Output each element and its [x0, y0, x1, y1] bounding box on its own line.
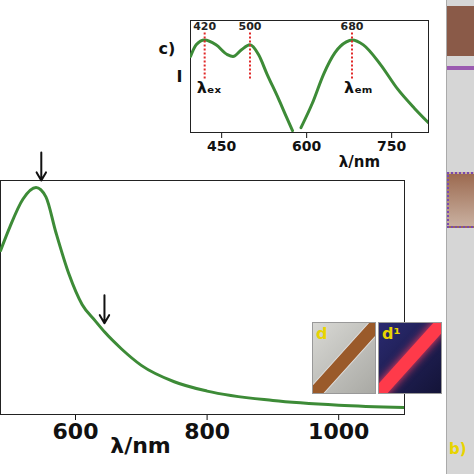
svg-text:420: 420	[193, 20, 216, 33]
html-text:d¹: d¹	[382, 324, 401, 343]
svg-text:λ/nm: λ/nm	[339, 153, 380, 171]
svg-text:λ/nm: λ/nm	[110, 433, 171, 458]
html-text:b): b)	[449, 440, 467, 458]
svg-text:600: 600	[53, 419, 99, 444]
svg-text:c): c)	[159, 39, 176, 58]
svg-text:750: 750	[377, 138, 406, 154]
svg-text:800: 800	[184, 419, 230, 444]
svg-text:450: 450	[207, 138, 236, 154]
html-text:d: d	[316, 324, 328, 343]
svg-text:680: 680	[341, 20, 364, 33]
svg-text:600: 600	[292, 138, 321, 154]
svg-text:1000: 1000	[308, 419, 369, 444]
svg-text:λₑₓ: λₑₓ	[197, 78, 222, 97]
svg-text:500: 500	[239, 20, 262, 33]
svg-text:λₑₘ: λₑₘ	[344, 78, 372, 97]
svg-text:I: I	[177, 67, 183, 86]
